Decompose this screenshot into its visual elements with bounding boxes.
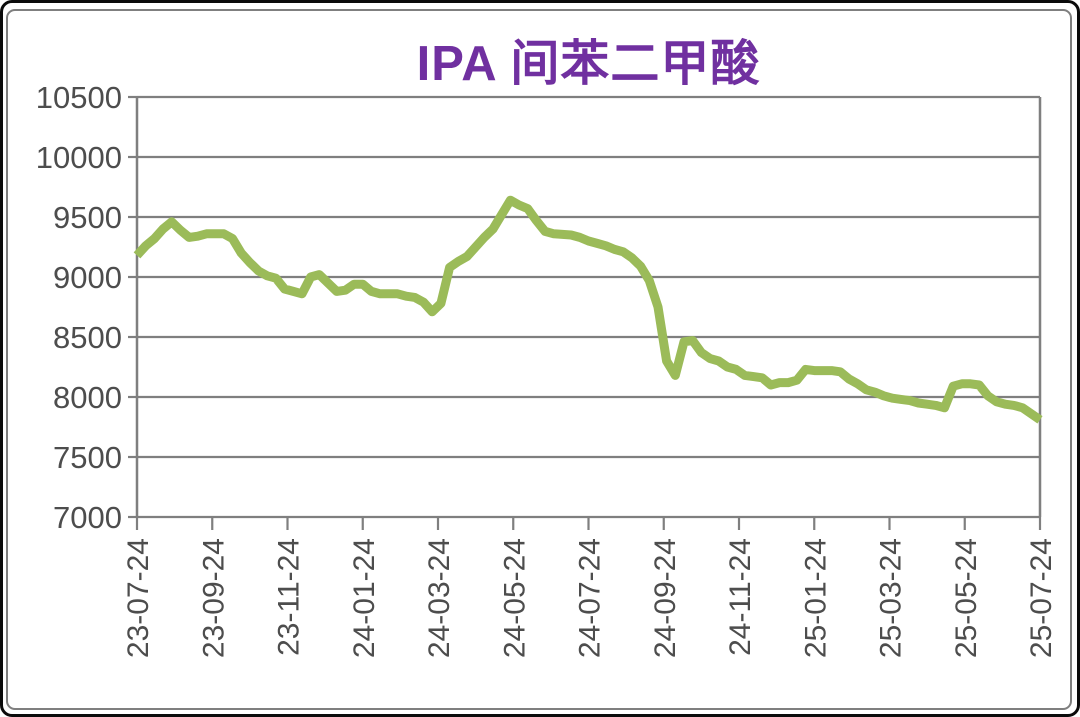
x-axis-label: 25-07-24	[1025, 538, 1058, 658]
y-axis-label: 8500	[53, 320, 122, 355]
y-axis-label: 7500	[53, 440, 122, 475]
x-axis-label: 25-01-24	[799, 538, 832, 658]
y-axis-label: 8000	[53, 380, 122, 415]
y-axis-label: 9500	[53, 200, 122, 235]
price-line	[133, 195, 1043, 424]
x-axis-label: 24-05-24	[498, 538, 531, 658]
x-axis-label: 25-05-24	[950, 538, 983, 658]
x-axis-label: 24-03-24	[423, 538, 456, 658]
y-axis-label: 9000	[53, 260, 122, 295]
x-axis-label: 24-11-24	[724, 538, 757, 656]
chart-border	[6, 9, 1072, 710]
x-axis-label: 23-11-24	[273, 538, 306, 656]
x-axis-label: 24-07-24	[574, 538, 607, 658]
y-axis-label: 7000	[53, 500, 122, 535]
y-axis-label: 10500	[36, 80, 122, 115]
x-axis-label: 24-09-24	[649, 538, 682, 658]
x-axis-label: 25-03-24	[875, 538, 908, 658]
x-axis-label: 24-01-24	[348, 538, 381, 658]
x-axis-label: 23-07-24	[122, 538, 155, 658]
chart-title: IPA 间苯二甲酸	[416, 37, 761, 91]
x-axis-label: 23-09-24	[197, 538, 230, 658]
y-axis-label: 10000	[36, 140, 122, 175]
